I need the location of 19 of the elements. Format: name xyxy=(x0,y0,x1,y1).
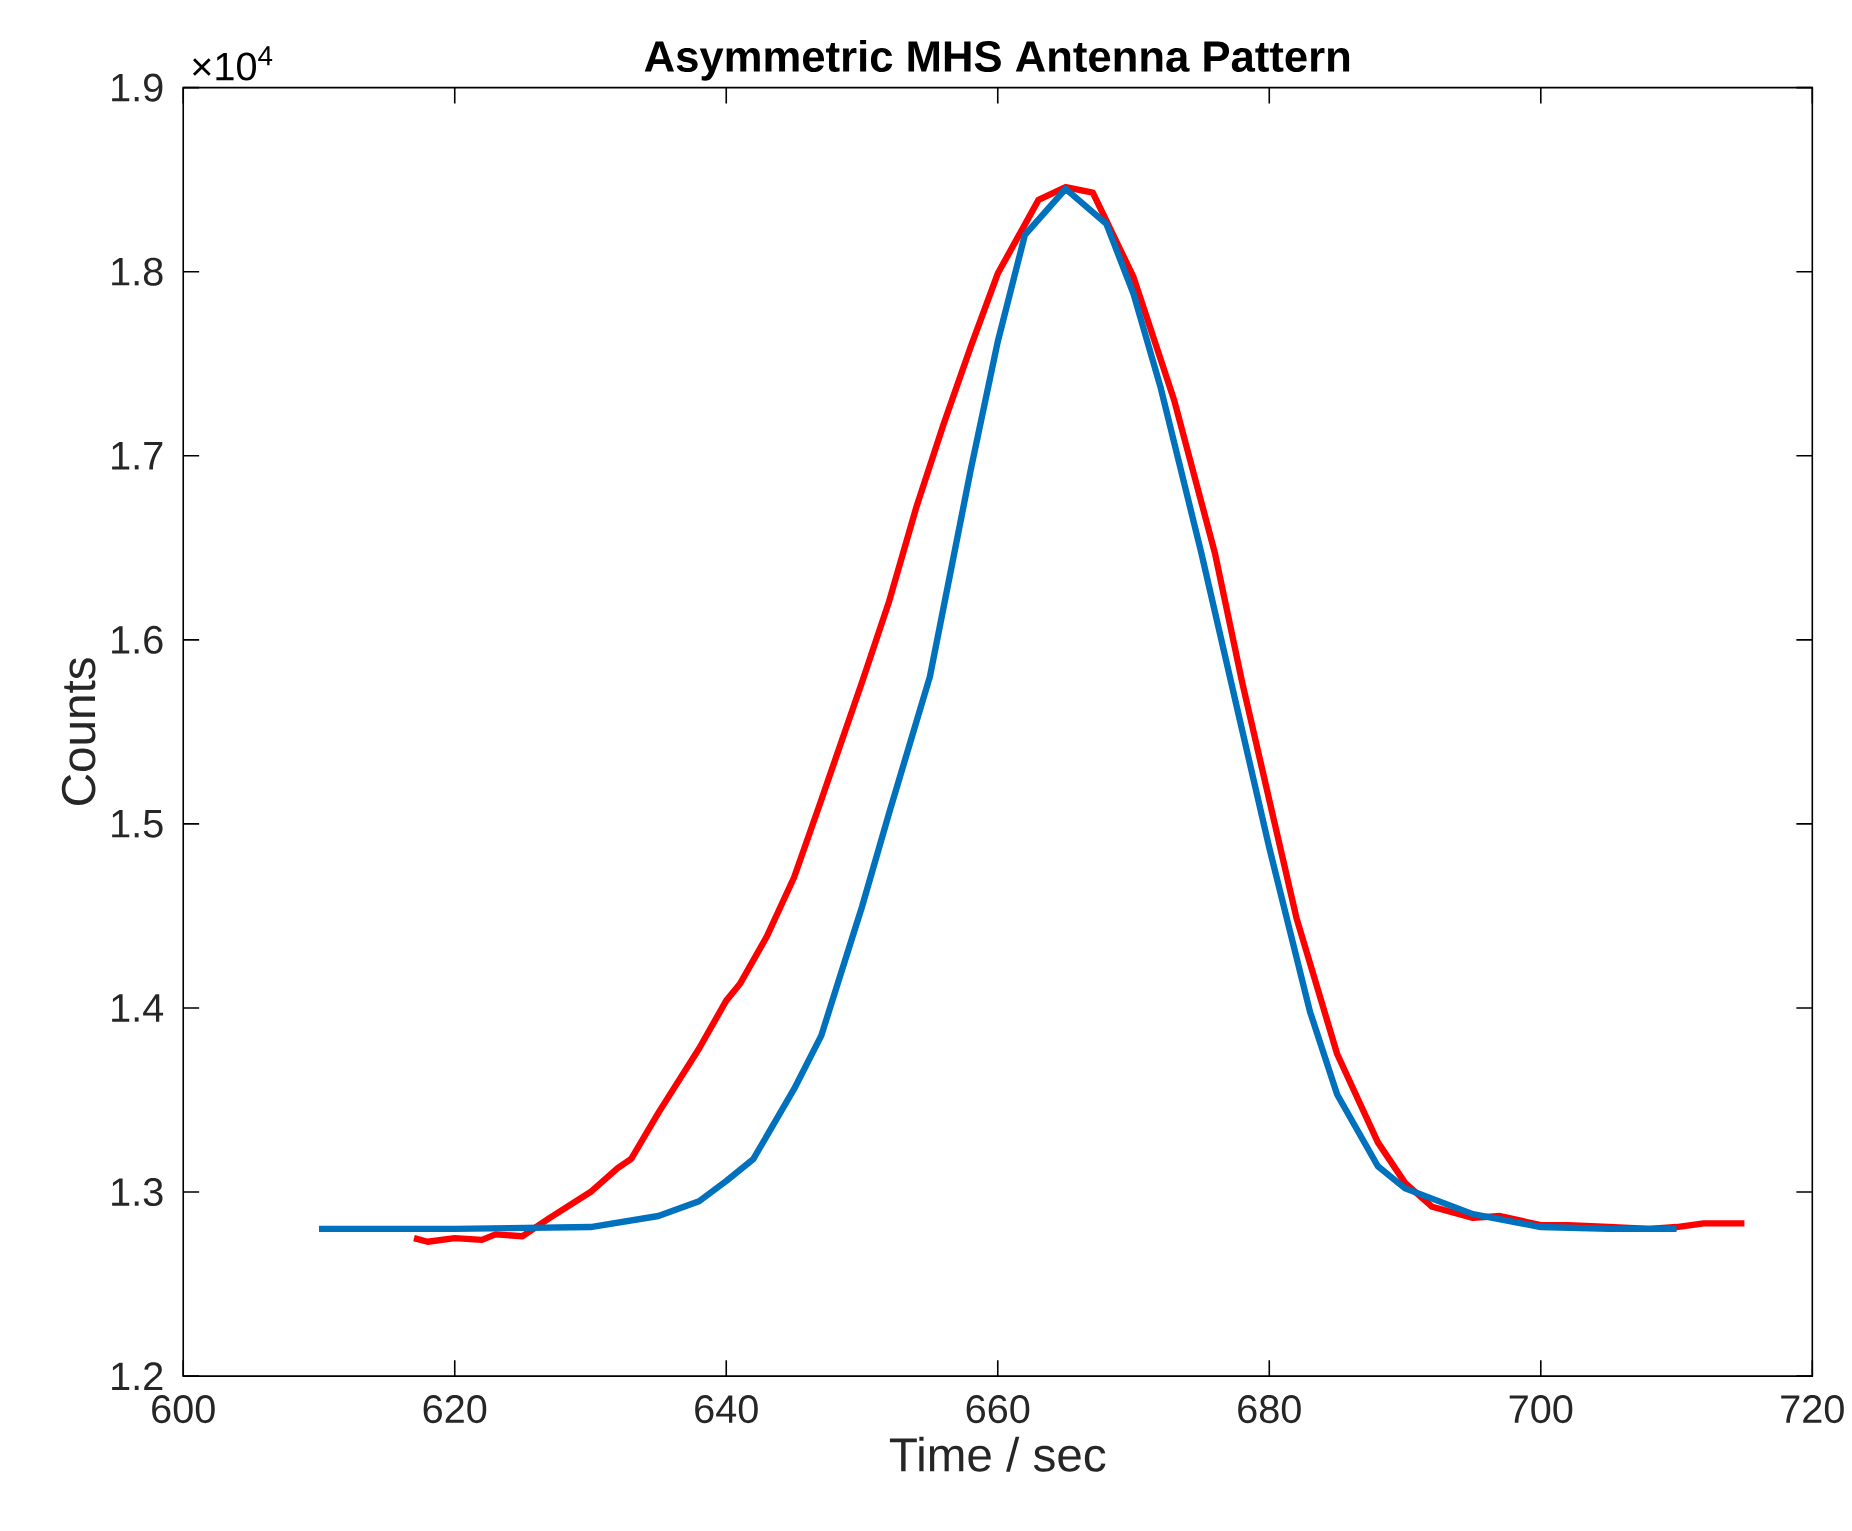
text: ×10$^{4}$ xyxy=(192,45,273,81)
x-tick-label: 700 xyxy=(1509,1394,1573,1423)
x-tick-label: 720 xyxy=(1781,1394,1844,1423)
y-tick-label: 1.5 xyxy=(112,809,163,838)
y-axis-title: Counts xyxy=(61,657,96,805)
y-tick-label: 1.2 xyxy=(112,1362,163,1390)
x-axis-title: Time / sec xyxy=(889,1436,1106,1472)
y-tick-label: 1.6 xyxy=(112,625,163,654)
y-tick-label: 1.9 xyxy=(112,73,163,102)
y-tick-label: 1.3 xyxy=(112,1177,163,1206)
y-tick-label: 1.8 xyxy=(112,257,163,286)
y-tick-label: 1.7 xyxy=(112,441,163,470)
x-tick-label: 680 xyxy=(1238,1394,1301,1423)
x-tick-label: 640 xyxy=(695,1394,758,1423)
x-tick-label: 660 xyxy=(966,1394,1030,1423)
chart-title: Asymmetric MHS Antenna Pattern xyxy=(644,39,1350,81)
x-tick-label: 600 xyxy=(152,1394,215,1423)
x-tick-label: 620 xyxy=(423,1394,487,1423)
y-tick-label: 1.4 xyxy=(112,994,164,1022)
